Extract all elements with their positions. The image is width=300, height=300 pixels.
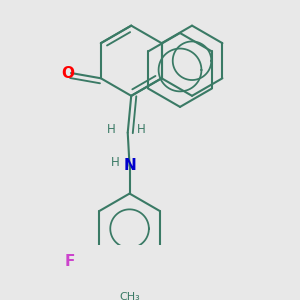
- Text: F: F: [64, 254, 75, 268]
- Text: H: H: [137, 123, 146, 136]
- Text: CH₃: CH₃: [119, 292, 140, 300]
- Text: N: N: [123, 158, 136, 172]
- Text: O: O: [62, 65, 75, 80]
- Text: H: H: [110, 156, 119, 169]
- Text: H: H: [107, 123, 116, 136]
